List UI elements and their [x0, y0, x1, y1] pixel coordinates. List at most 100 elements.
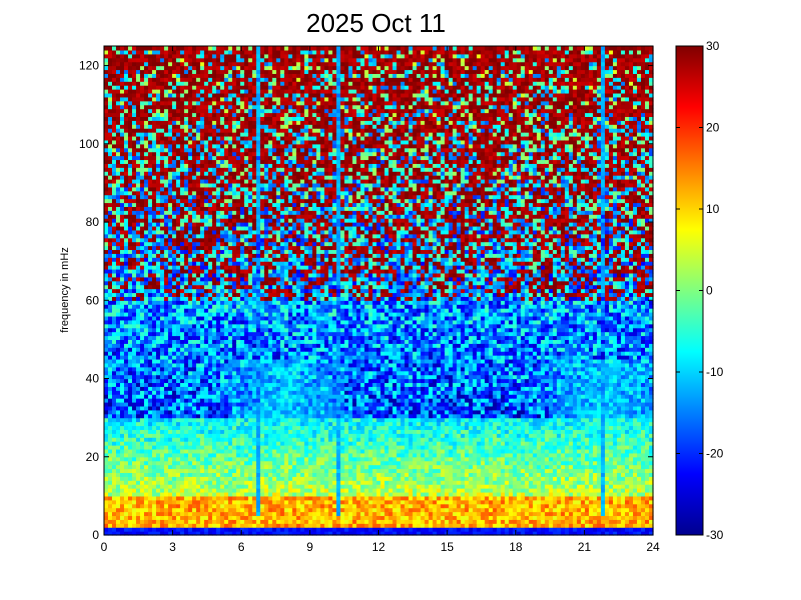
- heatmap-cell: [240, 155, 245, 161]
- heatmap-cell: [160, 331, 165, 337]
- heatmap-cell: [232, 480, 237, 485]
- heatmap-cell: [204, 198, 209, 204]
- heatmap-cell: [244, 300, 249, 305]
- heatmap-cell: [212, 245, 217, 251]
- heatmap-cell: [184, 198, 189, 204]
- heatmap-cell: [228, 507, 233, 513]
- heatmap-cell: [236, 323, 241, 329]
- heatmap-cell: [220, 89, 225, 94]
- heatmap-cell: [168, 198, 173, 204]
- heatmap-cell: [220, 527, 225, 532]
- heatmap-cell: [192, 390, 197, 395]
- heatmap-cell: [148, 511, 153, 517]
- heatmap-cell: [104, 390, 109, 395]
- heatmap-cell: [164, 511, 169, 517]
- heatmap-cell: [112, 437, 117, 442]
- heatmap-cell: [236, 155, 241, 161]
- heatmap-cell: [148, 280, 153, 286]
- heatmap-cell: [240, 495, 245, 501]
- heatmap-cell: [160, 73, 165, 78]
- heatmap-cell: [204, 194, 209, 200]
- heatmap-cell: [188, 370, 193, 376]
- heatmap-cell: [200, 405, 205, 411]
- heatmap-cell: [184, 245, 189, 251]
- heatmap-cell: [108, 167, 113, 172]
- heatmap-cell: [212, 73, 217, 78]
- heatmap-cell: [232, 394, 237, 399]
- heatmap-cell: [172, 335, 177, 340]
- heatmap-cell: [252, 488, 257, 493]
- heatmap-cell: [144, 519, 149, 524]
- heatmap-cell: [168, 49, 173, 55]
- heatmap-cell: [220, 480, 225, 485]
- heatmap-cell: [124, 370, 129, 376]
- heatmap-cell: [116, 284, 121, 290]
- heatmap-cell: [168, 276, 173, 282]
- heatmap-cell: [144, 53, 149, 59]
- heatmap-cell: [236, 300, 241, 305]
- heatmap-cell: [112, 339, 117, 344]
- heatmap-cell: [180, 378, 185, 384]
- heatmap-cell: [260, 292, 265, 297]
- heatmap-cell: [196, 284, 201, 290]
- heatmap-cell: [220, 202, 225, 207]
- heatmap-cell: [228, 104, 233, 110]
- heatmap-cell: [248, 433, 253, 438]
- heatmap-cell: [252, 276, 257, 282]
- heatmap-cell: [132, 210, 137, 215]
- heatmap-cell: [236, 394, 241, 399]
- heatmap-cell: [228, 186, 233, 192]
- heatmap-cell: [204, 128, 209, 133]
- heatmap-cell: [180, 73, 185, 78]
- heatmap-cell: [212, 284, 217, 290]
- heatmap-cell: [236, 253, 241, 258]
- heatmap-cell: [244, 358, 249, 364]
- heatmap-cell: [208, 304, 213, 309]
- heatmap-cell: [156, 135, 161, 141]
- heatmap-cell: [176, 171, 181, 176]
- heatmap-cell: [228, 53, 233, 59]
- heatmap-cell: [168, 531, 173, 536]
- heatmap-cell: [152, 312, 157, 317]
- heatmap-cell: [244, 222, 249, 227]
- heatmap-cell: [104, 488, 109, 493]
- heatmap-cell: [148, 104, 153, 110]
- heatmap-cell: [136, 499, 141, 505]
- heatmap-cell: [188, 319, 193, 325]
- heatmap-cell: [156, 472, 161, 477]
- heatmap-cell: [232, 331, 237, 337]
- heatmap-cell: [248, 261, 253, 266]
- heatmap-cell: [248, 272, 253, 278]
- heatmap-cell: [136, 229, 141, 235]
- heatmap-cell: [160, 343, 165, 348]
- heatmap-cell: [180, 445, 185, 450]
- heatmap-cell: [220, 46, 225, 51]
- heatmap-cell: [240, 276, 245, 282]
- heatmap-cell: [152, 327, 157, 333]
- heatmap-cell: [212, 253, 217, 258]
- heatmap-cell: [236, 151, 241, 157]
- heatmap-cell: [228, 358, 233, 364]
- heatmap-cell: [256, 378, 261, 384]
- heatmap-cell: [216, 409, 221, 415]
- heatmap-cell: [116, 171, 121, 176]
- heatmap-cell: [212, 210, 217, 215]
- heatmap-cell: [132, 206, 137, 211]
- heatmap-cell: [188, 100, 193, 106]
- heatmap-cell: [228, 386, 233, 391]
- heatmap-cell: [164, 378, 169, 384]
- heatmap-cell: [200, 507, 205, 513]
- heatmap-cell: [128, 495, 133, 501]
- heatmap-cell: [236, 448, 241, 454]
- heatmap-cell: [244, 452, 249, 458]
- heatmap-cell: [180, 362, 185, 368]
- heatmap-cell: [160, 229, 165, 235]
- heatmap-cell: [200, 257, 205, 262]
- heatmap-cell: [164, 409, 169, 415]
- heatmap-cell: [200, 351, 205, 356]
- heatmap-cell: [108, 433, 113, 438]
- heatmap-cell: [160, 351, 165, 356]
- heatmap-cell: [256, 315, 261, 321]
- heatmap-cell: [208, 319, 213, 325]
- heatmap-cell: [212, 398, 217, 403]
